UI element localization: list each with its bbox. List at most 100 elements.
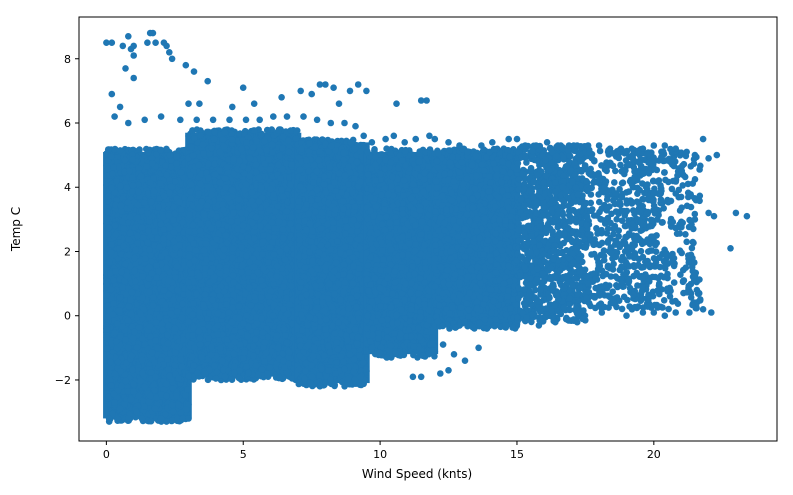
scatter-point xyxy=(129,174,136,181)
scatter-point xyxy=(107,153,115,160)
scatter-point xyxy=(112,338,120,345)
scatter-point xyxy=(170,216,177,224)
scatter-point xyxy=(134,201,142,209)
scatter-point xyxy=(141,403,148,410)
scatter-point xyxy=(186,188,194,195)
scatter-point xyxy=(173,262,181,270)
scatter-point xyxy=(168,401,176,409)
scatter-point xyxy=(165,212,173,219)
scatter-point xyxy=(112,268,119,275)
scatter-point xyxy=(230,155,237,163)
scatter-point xyxy=(137,310,144,318)
scatter-point xyxy=(148,349,156,357)
scatter-point xyxy=(114,358,122,366)
scatter-point xyxy=(138,356,146,364)
scatter-point xyxy=(107,249,115,257)
scatter-point xyxy=(248,189,256,196)
scatter-point xyxy=(184,386,191,393)
scatter-point xyxy=(186,245,193,252)
scatter-point xyxy=(163,171,170,179)
scatter-point xyxy=(129,334,137,342)
scatter-point xyxy=(192,247,200,254)
scatter-point xyxy=(166,224,173,232)
scatter-point xyxy=(109,311,117,318)
scatter-point xyxy=(139,234,147,241)
scatter-point xyxy=(163,146,170,153)
scatter-point xyxy=(147,417,155,425)
scatter-point xyxy=(151,405,159,412)
scatter-point xyxy=(162,380,170,388)
scatter-point xyxy=(160,192,168,200)
scatter-point xyxy=(160,226,167,233)
scatter-point xyxy=(129,156,136,163)
scatter-point xyxy=(146,246,153,254)
scatter-point xyxy=(165,366,172,373)
scatter-point xyxy=(185,290,193,298)
scatter-point xyxy=(139,369,146,377)
scatter-point xyxy=(170,229,178,236)
scatter-point xyxy=(191,344,198,352)
scatter-point xyxy=(126,213,134,221)
scatter-point xyxy=(185,372,193,380)
scatter-point xyxy=(152,319,160,326)
scatter-point xyxy=(110,390,118,398)
scatter-point xyxy=(160,235,167,243)
scatter-point xyxy=(130,388,137,395)
scatter-point xyxy=(103,326,111,333)
scatter-point xyxy=(112,230,120,238)
scatter-point xyxy=(165,291,173,298)
scatter-point xyxy=(170,408,177,415)
scatter-point xyxy=(117,182,124,190)
scatter-point xyxy=(116,147,124,154)
scatter-point xyxy=(162,301,169,309)
scatter-point xyxy=(107,358,114,366)
scatter-point xyxy=(235,303,243,310)
scatter-point xyxy=(141,199,148,206)
scatter-point xyxy=(104,146,112,153)
scatter-point xyxy=(106,258,113,266)
scatter-point xyxy=(122,336,129,344)
scatter-point xyxy=(163,264,170,272)
scatter-point xyxy=(150,188,158,195)
scatter-point xyxy=(159,326,166,334)
scatter-point xyxy=(189,311,196,318)
scatter-point xyxy=(146,323,154,330)
scatter-point xyxy=(139,273,146,280)
scatter-point xyxy=(164,356,171,363)
scatter-point xyxy=(135,392,143,400)
scatter-point xyxy=(161,249,169,257)
scatter-point xyxy=(211,160,218,168)
scatter-point xyxy=(121,260,129,268)
scatter-point xyxy=(165,322,172,330)
scatter-point xyxy=(121,156,129,164)
scatter-point xyxy=(114,320,121,327)
scatter-point xyxy=(182,406,190,413)
scatter-point xyxy=(112,201,119,209)
scatter-point xyxy=(117,202,125,210)
scatter-point xyxy=(117,367,124,375)
scatter-point xyxy=(253,138,261,145)
scatter-point xyxy=(144,281,152,289)
scatter-point xyxy=(150,302,157,309)
scatter-point xyxy=(144,210,151,217)
scatter-point xyxy=(133,214,141,222)
scatter-point xyxy=(257,303,265,311)
scatter-point xyxy=(166,372,173,380)
scatter-point xyxy=(152,373,159,381)
scatter-point xyxy=(143,163,150,170)
scatter-point xyxy=(167,183,175,190)
scatter-point xyxy=(176,198,183,206)
scatter-point xyxy=(224,195,232,202)
scatter-point xyxy=(122,291,130,298)
scatter-point xyxy=(103,345,111,352)
scatter-point xyxy=(157,180,164,187)
scatter-point xyxy=(129,182,137,189)
points-layer xyxy=(103,29,751,425)
scatter-point xyxy=(103,280,110,288)
scatter-point xyxy=(177,356,185,363)
scatter-point xyxy=(131,267,138,275)
scatter-point xyxy=(110,164,117,171)
scatter-point xyxy=(145,263,153,271)
scatter-point xyxy=(177,169,185,176)
scatter-point xyxy=(107,382,115,389)
